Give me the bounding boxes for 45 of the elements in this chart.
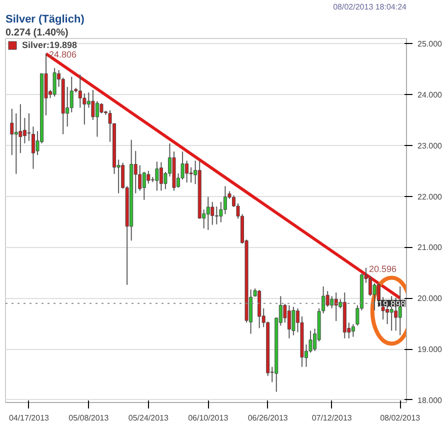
candlestick (78, 74, 82, 108)
ref-line-label: 19.898 (378, 298, 406, 309)
candlestick (10, 108, 14, 156)
candlestick (326, 290, 330, 308)
candlestick (100, 102, 104, 114)
x-tick-label: 06/10/2013 (188, 414, 229, 422)
candlestick (330, 296, 334, 309)
x-tick-label: 04/17/2013 (8, 414, 50, 422)
y-tick-label: 22.000 (418, 192, 443, 202)
x-tick-label: 07/12/2013 (312, 414, 352, 422)
y-tick-label: 25.000 (418, 40, 443, 49)
annotation: 24.806 (49, 49, 77, 60)
candlestick (70, 76, 74, 113)
candlestick (138, 164, 142, 192)
x-tick-label: 05/24/2013 (128, 414, 169, 422)
y-tick-label: 24.000 (418, 90, 443, 100)
candlestick (206, 196, 210, 230)
y-tick-label: 20.000 (418, 294, 443, 304)
candlestick (372, 282, 376, 311)
candlestick (52, 68, 56, 98)
x-tick-label: 08/02/2013 (380, 414, 421, 422)
candlestick (214, 206, 218, 225)
legend-label: Silver:19.898 (22, 40, 78, 50)
candlestick (351, 324, 355, 338)
candlestick (322, 286, 326, 314)
candlestick (292, 306, 296, 336)
x-tick-label: 05/08/2013 (68, 414, 110, 422)
candlestick (14, 112, 18, 174)
annotation: 20.596 (368, 264, 397, 274)
chart-subtitle: 0.274 (1.40%) (6, 28, 68, 38)
candlestick (18, 104, 22, 154)
chart-title: Silver (Täglich) (6, 14, 85, 26)
y-tick-label: 23.000 (418, 141, 443, 150)
text: 08/02/2013 18:04:24 (333, 2, 408, 12)
y-tick-label: 18.000 (418, 396, 443, 405)
y-tick-label: 21.000 (418, 243, 443, 252)
candlestick (82, 92, 86, 126)
candlestick (142, 171, 146, 200)
candlestick (334, 292, 338, 322)
candlestick (155, 161, 159, 192)
y-tick-label: 19.000 (418, 345, 443, 354)
candlestick (146, 170, 150, 184)
x-tick-label: 06/26/2013 (248, 414, 288, 422)
candlestick (210, 201, 214, 226)
candlestick (189, 166, 193, 184)
